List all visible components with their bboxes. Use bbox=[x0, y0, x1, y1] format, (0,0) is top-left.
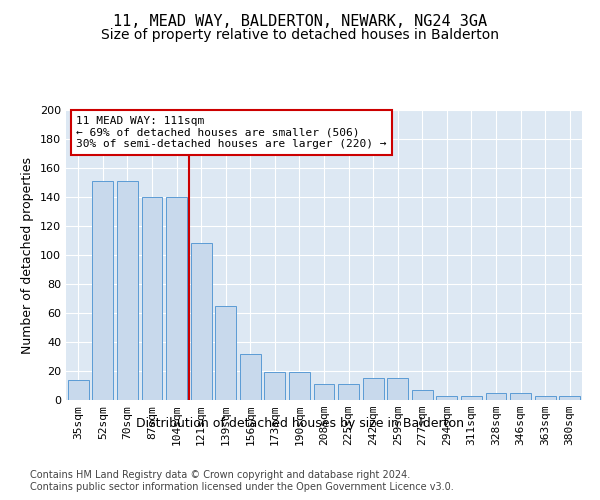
Bar bbox=[314, 384, 334, 400]
Text: 11, MEAD WAY, BALDERTON, NEWARK, NG24 3GA: 11, MEAD WAY, BALDERTON, NEWARK, NG24 3G… bbox=[113, 14, 487, 29]
Bar bbox=[240, 354, 261, 400]
Bar bbox=[92, 181, 113, 400]
Bar bbox=[191, 244, 212, 400]
Bar bbox=[461, 396, 482, 400]
Y-axis label: Number of detached properties: Number of detached properties bbox=[22, 156, 34, 354]
Bar bbox=[559, 396, 580, 400]
Bar bbox=[362, 378, 383, 400]
Text: 11 MEAD WAY: 111sqm
← 69% of detached houses are smaller (506)
30% of semi-detac: 11 MEAD WAY: 111sqm ← 69% of detached ho… bbox=[76, 116, 387, 149]
Bar bbox=[289, 372, 310, 400]
Text: Size of property relative to detached houses in Balderton: Size of property relative to detached ho… bbox=[101, 28, 499, 42]
Bar bbox=[535, 396, 556, 400]
Bar bbox=[68, 380, 89, 400]
Text: Distribution of detached houses by size in Balderton: Distribution of detached houses by size … bbox=[136, 418, 464, 430]
Bar bbox=[436, 396, 457, 400]
Bar bbox=[387, 378, 408, 400]
Bar bbox=[338, 384, 359, 400]
Bar bbox=[412, 390, 433, 400]
Text: Contains HM Land Registry data © Crown copyright and database right 2024.
Contai: Contains HM Land Registry data © Crown c… bbox=[30, 470, 454, 492]
Bar bbox=[265, 372, 286, 400]
Bar bbox=[166, 197, 187, 400]
Bar bbox=[510, 393, 531, 400]
Bar bbox=[117, 181, 138, 400]
Bar bbox=[215, 306, 236, 400]
Bar bbox=[142, 197, 163, 400]
Bar bbox=[485, 393, 506, 400]
